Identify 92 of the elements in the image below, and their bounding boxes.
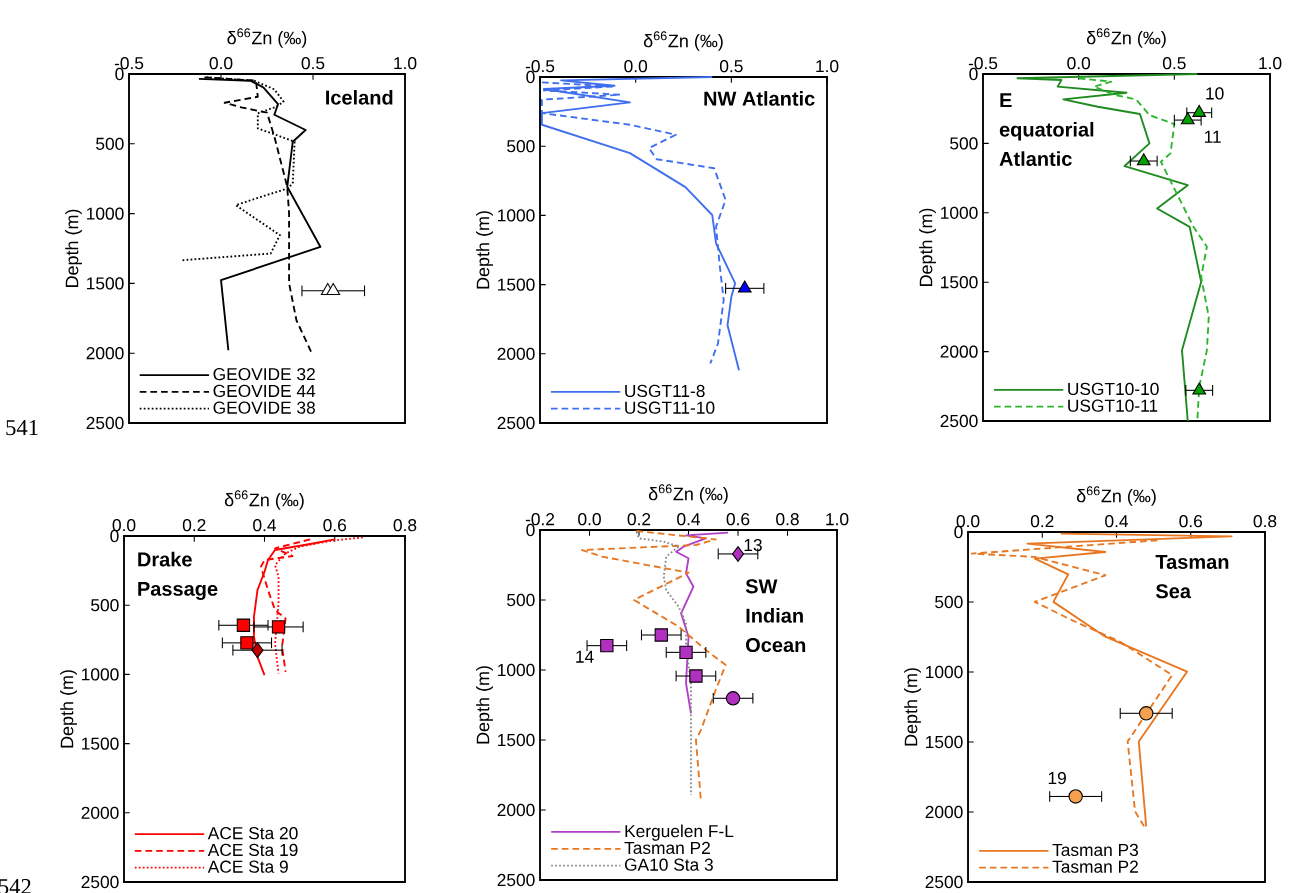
- y-tick-label: 1000: [87, 207, 124, 220]
- x-tick-label: 1.0: [826, 513, 849, 526]
- legend-label: USGT10-10: [1068, 382, 1159, 396]
- legend-label: ACE Sta 9: [207, 860, 288, 873]
- legend-label: Kerguelen F-L: [625, 824, 734, 841]
- y-tick-label: 1500: [87, 277, 124, 290]
- x-tick-label: 0.6: [323, 519, 347, 532]
- y-tick-label: 2500: [86, 416, 124, 430]
- y-axis-title: Depth (m): [476, 211, 493, 289]
- text: 541: [6, 420, 38, 436]
- legend-label: Tasman P3: [1052, 843, 1139, 857]
- legend-label: GEOVIDE 44: [213, 384, 316, 398]
- x-axis-title: δ$^{66}$Zn (‰): [643, 31, 723, 51]
- y-tick-label: 2000: [925, 805, 963, 819]
- y-tick-label: 2000: [81, 806, 119, 819]
- y-tick-label: 1000: [498, 663, 535, 677]
- x-tick-label: 0.8: [1253, 515, 1277, 528]
- x-tick-label: 0.0: [1067, 57, 1091, 70]
- x-axis-title: δ$^{66}$Zn (‰): [648, 484, 728, 504]
- x-axis-title: δ$^{66}$Zn (‰): [227, 28, 307, 48]
- y-tick-label: 500: [507, 140, 535, 153]
- y-axis-title: Depth (m): [60, 670, 77, 748]
- x-tick-label: 0.4: [1105, 515, 1129, 528]
- x-tick-label: 0.5: [301, 57, 325, 70]
- y-tick-label: 1500: [926, 735, 963, 749]
- annotation: 11: [1204, 130, 1221, 143]
- y-tick-label: 2000: [497, 803, 535, 817]
- legend-label: USGT10-11: [1068, 399, 1158, 412]
- x-tick-label: 0.8: [776, 513, 799, 526]
- y-tick-label: 2000: [940, 345, 978, 358]
- y-tick-label: 500: [507, 593, 535, 607]
- text: Tasman Sea: [1155, 555, 1229, 599]
- x-tick-label: 0.4: [677, 513, 701, 526]
- legend-label: USGT11-8: [625, 384, 705, 398]
- x-tick-label: 0.2: [182, 519, 206, 532]
- y-tick-label: 2500: [497, 873, 535, 887]
- x-axis-title: δ$^{66}$Zn (‰): [1086, 28, 1166, 48]
- x-tick-label: 0.6: [1179, 515, 1203, 528]
- y-tick-label: 2000: [497, 347, 535, 360]
- y-tick-label: 1000: [82, 668, 119, 681]
- x-tick-label: 1.0: [1259, 57, 1282, 70]
- annotation: 19: [1048, 771, 1066, 785]
- y-axis-title: Depth (m): [476, 666, 493, 744]
- x-tick-label: 1.0: [394, 57, 417, 70]
- y-tick-label: 1500: [82, 737, 119, 750]
- y-tick-label: 1000: [941, 206, 978, 219]
- x-tick-label: 0.5: [1162, 57, 1186, 70]
- y-tick-label: 2500: [940, 414, 978, 428]
- text: Drake Passage: [138, 551, 218, 600]
- y-tick-label: 2500: [925, 875, 963, 889]
- y-tick-label: 2500: [81, 875, 119, 889]
- x-tick-label: 0.4: [253, 519, 277, 532]
- x-tick-label: 1.0: [816, 60, 839, 73]
- legend-label: GEOVIDE 38: [213, 401, 315, 414]
- y-tick-label: 500: [950, 137, 978, 150]
- legend-label: ACE Sta 19: [207, 843, 298, 857]
- y-tick-label: 2500: [497, 416, 535, 430]
- legend-label: GA10 Sta 3: [624, 858, 713, 871]
- y-tick-label: 2000: [86, 347, 124, 360]
- x-tick-label: 0.0: [578, 513, 601, 526]
- y-axis-title: Depth (m): [904, 668, 921, 746]
- annotation: 14: [576, 650, 594, 663]
- x-tick-label: 0.0: [209, 57, 233, 70]
- x-tick-label: 0.0: [624, 60, 648, 73]
- x-tick-label: 0.6: [726, 513, 750, 526]
- legend-label: USGT11-10: [625, 401, 715, 414]
- y-tick-label: 1000: [498, 209, 535, 222]
- text: SW Indian Ocean: [745, 579, 806, 653]
- y-tick-label: 1500: [941, 276, 978, 289]
- text: NW Atlantic: [704, 91, 815, 106]
- text: Iceland: [326, 89, 393, 105]
- y-tick-label: 1000: [926, 665, 963, 679]
- x-tick-label: 0.8: [393, 519, 417, 532]
- x-axis-title: δ$^{66}$Zn (‰): [1076, 486, 1156, 506]
- legend-label: Tasman P2: [624, 841, 710, 855]
- y-axis-title: Depth (m): [919, 208, 936, 287]
- y-tick-label: 1500: [498, 733, 535, 747]
- y-axis-title: Depth (m): [65, 209, 82, 288]
- y-tick-label: 500: [91, 599, 119, 612]
- x-tick-label: 0.5: [719, 60, 743, 73]
- x-tick-label: 0.2: [1030, 515, 1054, 528]
- annotation: 10: [1206, 87, 1224, 100]
- text: E equatorial Atlantic: [999, 93, 1094, 166]
- y-tick-label: 500: [96, 137, 124, 150]
- x-tick-label: 0.2: [627, 513, 651, 526]
- y-tick-label: 500: [935, 595, 963, 609]
- legend-label: GEOVIDE 32: [213, 368, 315, 381]
- x-axis-title: δ$^{66}$Zn (‰): [224, 490, 304, 510]
- legend-label: ACE Sta 20: [207, 827, 298, 840]
- annotation: 13: [744, 538, 762, 552]
- legend-label: Tasman P2: [1052, 860, 1138, 873]
- y-tick-label: 1500: [498, 278, 535, 291]
